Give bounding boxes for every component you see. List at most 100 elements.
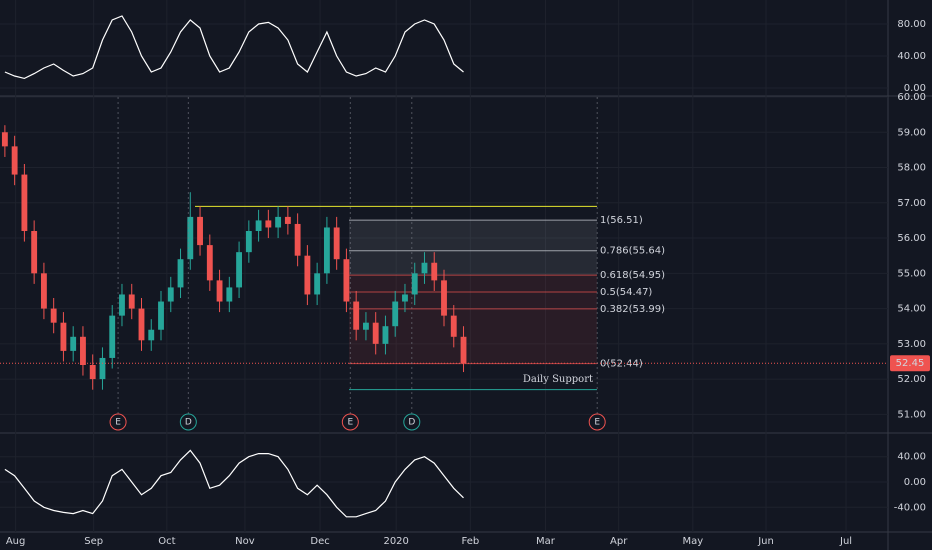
candle-body: [50, 308, 57, 323]
candle-body: [284, 216, 291, 224]
candle-body: [392, 301, 399, 327]
x-tick-label: May: [682, 536, 703, 547]
candle-body: [89, 365, 96, 380]
candle-body: [99, 357, 106, 380]
candle-body: [80, 336, 86, 365]
y-tick-label: 59.00: [897, 127, 926, 138]
y-tick-label: 53.00: [897, 339, 926, 350]
candle-body: [197, 216, 203, 246]
x-tick-label: Sep: [84, 536, 103, 547]
oscillator-line: [4, 15, 464, 80]
x-tick-label: Feb: [461, 536, 479, 547]
candle-body: [11, 146, 18, 175]
candle-body: [441, 280, 447, 316]
fib-label: 0.786(55.64): [600, 246, 665, 257]
y-tick-label: 40.00: [897, 51, 926, 62]
candle-body: [431, 262, 438, 281]
event-label: E: [594, 418, 600, 428]
event-marker: [109, 413, 127, 431]
y-tick-label: 60.00: [897, 92, 926, 103]
y-tick-label: -40.00: [894, 502, 926, 513]
candle-body: [333, 227, 340, 260]
x-tick-label: Jun: [757, 536, 774, 547]
fib-zone: [349, 250, 597, 276]
y-tick-label: 51.00: [897, 409, 926, 420]
candle-body: [119, 294, 125, 316]
fib-zone: [349, 220, 597, 251]
y-tick-label: 57.00: [897, 198, 926, 209]
x-tick-label: Oct: [158, 536, 175, 547]
candle-body: [109, 315, 116, 358]
fib-label: 0(52.44): [600, 359, 643, 370]
support-label: Daily Support: [523, 374, 593, 385]
y-tick-label: 54.00: [897, 304, 926, 315]
y-tick-label: 56.00: [897, 233, 926, 244]
candle-body: [216, 280, 223, 302]
candle-body: [138, 308, 145, 341]
fib-label: 1(56.51): [600, 215, 643, 226]
candle-body: [411, 273, 418, 295]
candle-body: [343, 259, 350, 302]
candle-body: [294, 223, 301, 256]
x-tick-label: 2020: [383, 536, 408, 547]
candle-body: [70, 336, 77, 351]
y-tick-label: 55.00: [897, 268, 926, 279]
candle-body: [460, 336, 467, 364]
event-label: D: [185, 418, 192, 428]
candle-body: [372, 322, 379, 344]
candle-body: [314, 273, 321, 295]
last-price-box: [890, 355, 930, 372]
y-tick-label: 80.00: [897, 19, 926, 30]
y-tick-label: 0.00: [904, 83, 926, 94]
candle-body: [265, 220, 272, 228]
candle-body: [148, 329, 155, 341]
candle-body: [31, 231, 38, 274]
candle-body: [167, 287, 174, 302]
x-tick-label: Nov: [235, 536, 255, 547]
event-label: E: [347, 418, 353, 428]
candle-body: [1, 132, 8, 147]
fib-label: 0.382(53.99): [600, 304, 665, 315]
candle-body: [226, 287, 233, 302]
last-price-label: 52.45: [896, 358, 925, 369]
candle-body: [187, 216, 194, 260]
candle-body: [236, 252, 243, 288]
x-tick-label: Mar: [536, 536, 556, 547]
fib-zone: [349, 292, 597, 309]
x-tick-label: Jul: [839, 536, 852, 547]
candle-body: [177, 259, 184, 288]
candle-body: [40, 273, 47, 309]
fib-zone: [349, 275, 597, 293]
event-marker: [403, 413, 421, 431]
candle-body: [382, 326, 389, 344]
candle-body: [245, 231, 252, 253]
event-marker: [341, 413, 359, 431]
candle-body: [304, 255, 311, 295]
fib-label: 0.5(54.47): [600, 287, 652, 298]
candle-body: [60, 322, 67, 351]
event-label: E: [115, 418, 121, 428]
candle-body: [275, 216, 282, 228]
candle-body: [402, 294, 408, 302]
y-tick-label: 0.00: [904, 477, 926, 488]
event-marker: [588, 413, 606, 431]
oscillator-line: [4, 449, 464, 518]
fib-label: 0.618(54.95): [600, 270, 665, 281]
event-marker: [179, 413, 197, 431]
x-tick-label: Apr: [610, 536, 628, 547]
candle-body: [255, 220, 262, 231]
fib-zone: [349, 308, 597, 364]
y-tick-label: 52.00: [897, 374, 926, 385]
candle-body: [363, 322, 369, 330]
candle-body: [353, 301, 360, 330]
x-tick-label: Aug: [6, 536, 26, 547]
candle-body: [323, 227, 330, 274]
y-tick-label: 40.00: [897, 452, 926, 463]
x-tick-label: Dec: [310, 536, 329, 547]
event-label: D: [408, 418, 415, 428]
candle-body: [128, 294, 135, 309]
candle-body: [21, 174, 28, 231]
candle-body: [158, 301, 164, 330]
candle-body: [206, 245, 213, 281]
